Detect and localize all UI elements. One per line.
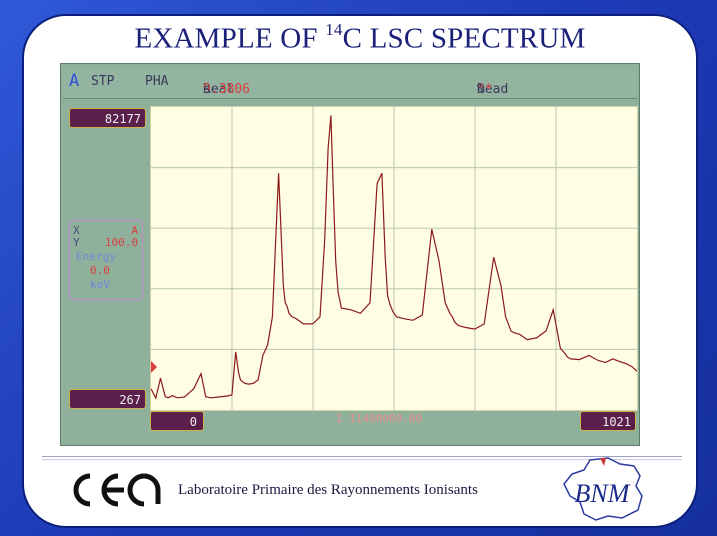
calibration-panel: X A Y 100.0 Energy 0.0 keV	[69, 220, 143, 300]
x-min-label: 0	[150, 411, 204, 431]
bnm-logo: BNM	[563, 457, 643, 521]
y-max-label: 82177	[69, 108, 146, 128]
slide-title: EXAMPLE OF 14C LSC SPECTRUM	[134, 20, 586, 55]
x-max-label: 1021	[580, 411, 636, 431]
organization-name: Laboratoire Primaire des Rayonnements Io…	[178, 482, 478, 498]
axis-y-label: Y	[73, 236, 80, 249]
mode-indicator: A	[69, 71, 80, 91]
cea-logo	[73, 473, 161, 507]
function-label: PHA	[145, 74, 169, 89]
bnm-logo-text: BNM	[575, 479, 631, 508]
cursor-marker	[151, 361, 157, 373]
axis-x-mode: A	[131, 224, 138, 237]
y-min-label: 267	[69, 389, 146, 409]
footer-divider-shadow	[42, 459, 682, 460]
spectrum-chart	[150, 107, 638, 410]
energy-label: Energy	[76, 250, 116, 263]
spectrum-trace-0	[150, 115, 638, 400]
status-label: STP	[91, 74, 115, 89]
analyzer-status-bar: A STP PHA Real 9.3806 s Dead **%	[63, 66, 637, 99]
energy-unit: keV	[90, 278, 110, 291]
footer-divider	[42, 456, 682, 457]
spectrum-plot-area	[150, 106, 638, 411]
slide: EXAMPLE OF 14C LSC SPECTRUM A STP PHA Re…	[22, 14, 698, 528]
spectrum-analyzer-panel: A STP PHA Real 9.3806 s Dead **% 82177 267 …	[60, 63, 640, 446]
axis-y-scale: 100.0	[104, 236, 138, 249]
cursor-readout: I 11400000.00	[336, 412, 423, 425]
energy-value: 0.0	[90, 264, 110, 277]
axis-x-label: X	[73, 224, 80, 237]
